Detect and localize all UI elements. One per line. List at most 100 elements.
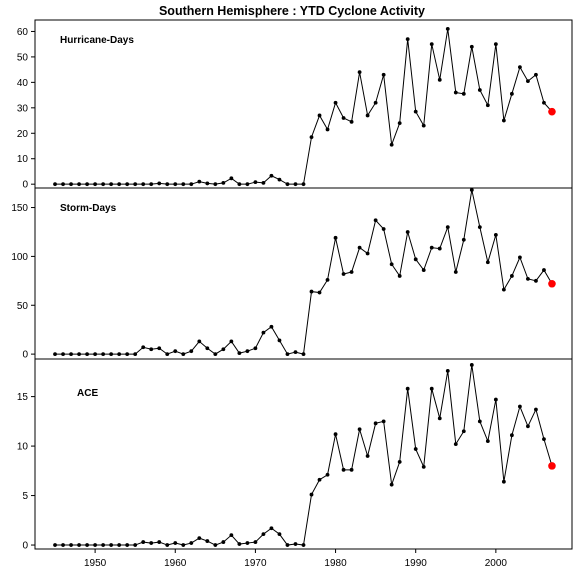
data-point	[253, 180, 258, 185]
data-point	[85, 182, 89, 187]
data-point	[365, 113, 370, 118]
data-point	[526, 276, 530, 281]
data-point	[261, 181, 266, 185]
data-point	[534, 72, 538, 77]
data-point	[149, 347, 154, 352]
data-point	[518, 404, 522, 409]
data-point	[149, 541, 154, 545]
data-point	[269, 173, 274, 178]
data-point	[117, 543, 122, 547]
data-point	[493, 42, 498, 47]
data-point	[445, 225, 450, 229]
data-point	[526, 79, 530, 83]
data-point	[501, 287, 506, 292]
data-point	[325, 127, 330, 132]
data-point	[317, 290, 322, 295]
data-point	[109, 543, 114, 547]
data-point	[293, 542, 298, 546]
data-point	[518, 255, 522, 260]
data-point	[413, 257, 418, 262]
data-point	[389, 482, 394, 487]
data-point	[381, 227, 386, 231]
data-point	[189, 182, 194, 187]
data-point	[261, 330, 266, 335]
data-point	[101, 182, 106, 187]
data-point	[429, 245, 434, 250]
data-point	[293, 350, 298, 355]
data-point	[53, 352, 57, 357]
series-line	[55, 28, 553, 185]
data-point	[381, 419, 386, 424]
data-point	[269, 324, 274, 329]
series-line	[55, 364, 553, 546]
latest-point	[548, 279, 556, 288]
data-point	[181, 543, 186, 547]
data-point	[157, 181, 162, 186]
data-point	[397, 460, 402, 464]
data-point	[221, 540, 226, 544]
data-point	[309, 492, 314, 497]
data-point	[429, 386, 434, 391]
data-point	[269, 526, 274, 531]
data-point	[213, 352, 218, 357]
y-tick-label: 30	[17, 103, 29, 114]
data-point	[309, 289, 314, 294]
data-point	[325, 472, 330, 477]
data-point	[69, 182, 73, 187]
data-point	[357, 245, 362, 250]
chart-title: Southern Hemisphere : YTD Cyclone Activi…	[159, 4, 425, 18]
y-tick-label: 5	[22, 491, 28, 502]
data-point	[221, 347, 226, 352]
latest-point	[548, 107, 556, 116]
panel-1: Hurricane-Days 0 10 20 30 40 50 60	[17, 19, 573, 191]
data-point	[213, 543, 218, 547]
data-point	[85, 352, 89, 357]
data-point	[205, 539, 210, 543]
y-tick-label: 0	[22, 350, 28, 361]
data-point	[125, 543, 130, 547]
data-point	[77, 182, 81, 187]
y-tick-label: 50	[17, 52, 29, 63]
data-point	[453, 442, 458, 446]
data-point	[397, 121, 402, 125]
data-point	[173, 541, 178, 545]
y-tick-label: 40	[17, 78, 29, 89]
data-point	[397, 274, 402, 278]
data-point	[341, 272, 346, 276]
data-point	[349, 270, 354, 274]
data-point	[237, 351, 242, 356]
data-point	[101, 352, 106, 357]
data-point	[173, 349, 178, 354]
data-point	[189, 349, 194, 354]
data-point	[445, 368, 450, 373]
data-point	[101, 543, 106, 547]
data-point	[253, 346, 258, 351]
data-point	[421, 268, 426, 272]
data-point	[165, 182, 170, 187]
latest-point	[548, 462, 556, 470]
data-point	[461, 429, 466, 434]
data-point	[477, 88, 482, 92]
data-point	[381, 72, 386, 77]
data-point	[229, 176, 234, 181]
panel-label: Storm-Days	[60, 203, 117, 214]
data-point	[477, 225, 482, 229]
x-tick-label: 1980	[324, 558, 347, 569]
data-point	[301, 182, 306, 187]
data-point	[309, 135, 314, 139]
data-point	[349, 119, 354, 124]
data-point	[349, 467, 354, 472]
data-point	[461, 237, 466, 242]
panel-frame	[34, 358, 573, 550]
data-point	[405, 386, 410, 391]
data-point	[277, 338, 282, 343]
data-point	[293, 182, 298, 187]
data-point	[534, 278, 538, 283]
data-point	[285, 543, 290, 547]
data-point	[285, 182, 290, 187]
x-axis: 1950 1960 1970 1980 1990 2000	[84, 549, 507, 569]
data-point	[389, 262, 394, 267]
data-point	[493, 397, 498, 402]
y-tick-label: 100	[11, 252, 28, 263]
